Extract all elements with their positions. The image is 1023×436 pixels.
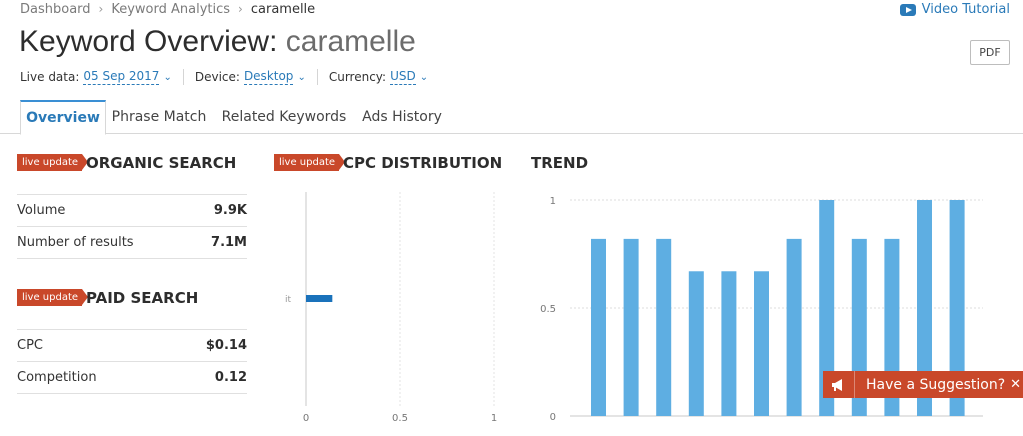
suggestion-label: Have a Suggestion? <box>866 376 1006 393</box>
metric-row-competition: Competition 0.12 <box>17 362 247 394</box>
breadcrumb-dashboard-link[interactable]: Dashboard <box>20 2 91 17</box>
x-tick-label: 0 <box>303 413 309 424</box>
filter-divider <box>316 69 318 85</box>
metric-value: 7.1M <box>211 235 247 250</box>
cpc-distribution-chart: 0 0.5 1 it <box>285 192 497 424</box>
trend-bar <box>819 200 835 416</box>
trend-bar <box>754 271 769 416</box>
page-title-keyword: caramelle <box>285 25 416 58</box>
paid-search-title: PAID SEARCH <box>86 289 199 307</box>
breadcrumb-keyword-analytics-link[interactable]: Keyword Analytics <box>111 2 231 17</box>
x-tick-label: 1 <box>491 413 497 424</box>
page-title: Keyword Overview: caramelle <box>19 25 416 59</box>
breadcrumb-current: caramelle <box>250 2 316 17</box>
tab-related-keywords[interactable]: Related Keywords <box>221 108 347 125</box>
breadcrumb-separator-icon: › <box>238 2 243 16</box>
metric-value: 0.12 <box>214 370 247 385</box>
currency-value[interactable]: USD <box>390 69 416 85</box>
tab-overview[interactable]: Overview <box>20 100 106 135</box>
page-title-text: Keyword Overview: <box>19 25 278 58</box>
trend-bar <box>656 238 672 416</box>
trend-bar <box>688 271 704 416</box>
trend-chart: 00.51 <box>540 196 983 423</box>
device-filter[interactable]: Device: Desktop ⌄ <box>195 69 306 85</box>
pdf-button[interactable]: PDF <box>970 40 1010 65</box>
live-data-value[interactable]: 05 Sep 2017 <box>83 69 160 85</box>
metric-row-cpc: CPC $0.14 <box>17 330 247 362</box>
metric-row-volume: Volume 9.9K <box>17 195 247 227</box>
suggestion-button[interactable]: Have a Suggestion? ✕ <box>823 371 1023 398</box>
trend-bar <box>721 271 737 416</box>
cpc-distribution-title: CPC DISTRIBUTION <box>343 154 503 172</box>
currency-label: Currency: <box>328 70 387 84</box>
metric-label: Volume <box>17 203 66 218</box>
trend-title: TREND <box>531 154 589 172</box>
video-tutorial-label: Video Tutorial <box>921 2 1010 17</box>
metric-value: 9.9K <box>213 203 247 218</box>
y-tick-label: 1 <box>550 196 556 207</box>
trend-bar <box>786 238 802 416</box>
live-data-filter[interactable]: Live data: 05 Sep 2017 ⌄ <box>20 69 172 85</box>
y-tick-label: 0.5 <box>540 304 556 315</box>
megaphone-icon <box>823 371 855 398</box>
trend-bar <box>591 238 606 416</box>
category-label: it <box>285 295 292 305</box>
tabs-divider <box>0 133 1023 134</box>
live-update-badge[interactable]: live update <box>17 154 89 171</box>
filter-bar: Live data: 05 Sep 2017 ⌄ Device: Desktop… <box>20 69 428 85</box>
video-play-icon <box>899 3 916 16</box>
table-divider <box>17 329 247 330</box>
device-label: Device: <box>194 70 240 84</box>
currency-filter[interactable]: Currency: USD ⌄ <box>329 69 428 85</box>
metric-label: Number of results <box>17 235 134 250</box>
close-icon[interactable]: ✕ <box>1010 377 1021 392</box>
y-tick-label: 0 <box>550 412 556 423</box>
video-tutorial-link[interactable]: Video Tutorial <box>899 2 1010 17</box>
device-value[interactable]: Desktop <box>243 69 294 85</box>
tab-phrase-match[interactable]: Phrase Match <box>111 108 207 125</box>
tab-ads-history[interactable]: Ads History <box>362 108 442 125</box>
chevron-down-icon: ⌄ <box>163 71 172 83</box>
table-divider <box>17 194 247 195</box>
chevron-down-icon: ⌄ <box>297 71 306 83</box>
metric-value: $0.14 <box>205 338 247 353</box>
breadcrumb: Dashboard › Keyword Analytics › caramelle <box>20 2 315 17</box>
filter-divider <box>182 69 184 85</box>
x-tick-label: 0.5 <box>392 413 408 424</box>
live-update-badge[interactable]: live update <box>17 289 89 306</box>
chevron-down-icon: ⌄ <box>419 71 429 83</box>
trend-bar <box>949 200 965 416</box>
breadcrumb-separator-icon: › <box>98 2 104 16</box>
trend-bar <box>623 238 639 416</box>
live-update-badge[interactable]: live update <box>274 154 346 171</box>
metric-label: CPC <box>17 338 43 353</box>
metric-label: Competition <box>17 370 97 385</box>
cpc-bar <box>306 295 333 302</box>
metric-row-results: Number of results 7.1M <box>17 227 247 259</box>
live-data-label: Live data: <box>20 70 80 84</box>
organic-search-title: ORGANIC SEARCH <box>86 154 237 172</box>
trend-bar <box>917 200 932 416</box>
